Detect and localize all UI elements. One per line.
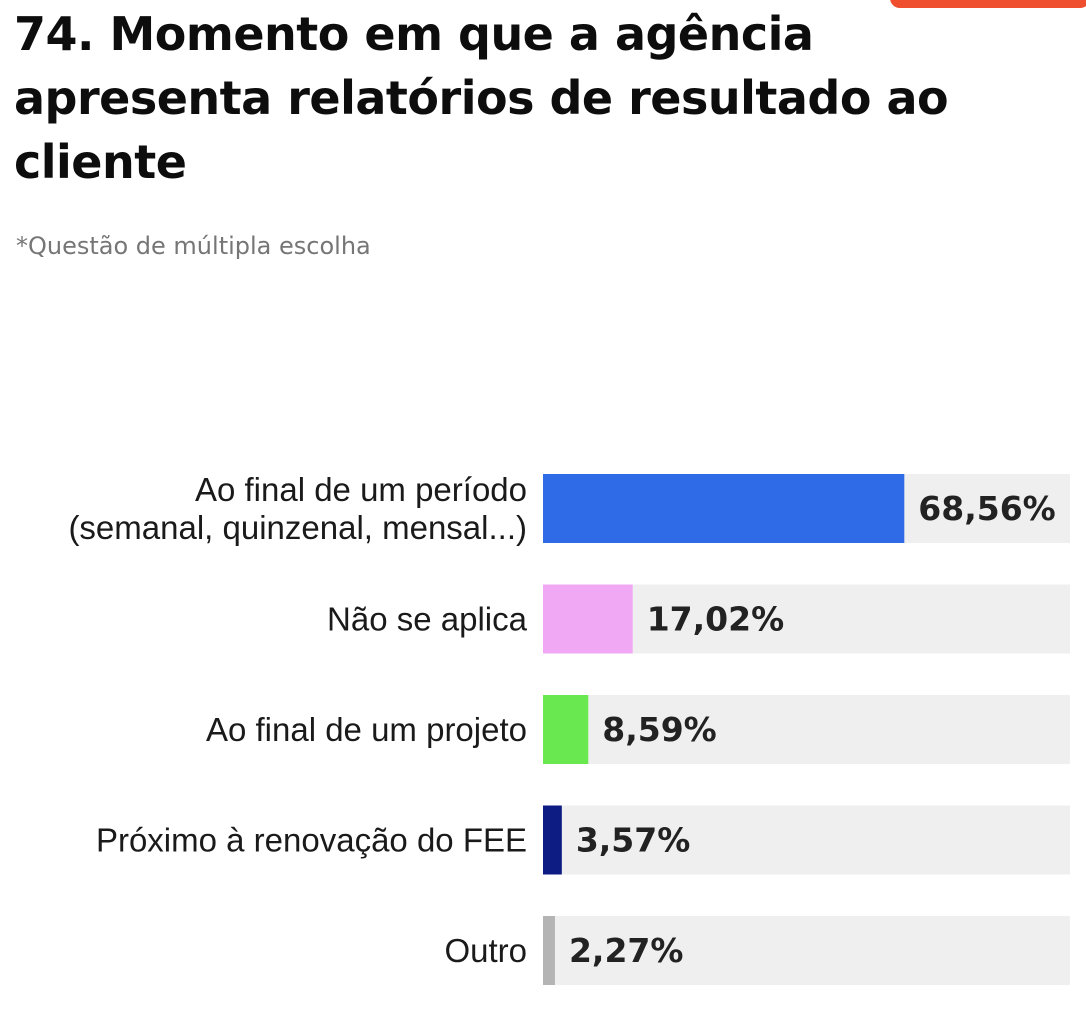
bar (543, 584, 633, 654)
value-label: 3,57% (576, 821, 691, 860)
value-label: 8,59% (602, 710, 717, 749)
category-label: Outro (444, 932, 527, 969)
corner-badge (890, 0, 1086, 8)
value-label: 68,56% (918, 489, 1055, 528)
chart-subtitle: *Questão de múltipla escolha (16, 232, 371, 260)
bar (543, 695, 589, 764)
bar (543, 805, 562, 875)
chart-title: 74. Momento em que a agência apresenta r… (14, 7, 949, 189)
category-label: Próximo à renovação do FEE (96, 822, 527, 859)
category-label: Não se aplica (327, 601, 528, 638)
category-label: (semanal, quinzenal, mensal...) (68, 509, 527, 546)
bar (543, 916, 555, 985)
bar-track (543, 695, 1070, 764)
value-label: 2,27% (569, 931, 684, 970)
value-label: 17,02% (647, 600, 784, 639)
bar-track (543, 916, 1070, 985)
category-label: Ao final de um projeto (206, 711, 527, 748)
bar-track (543, 805, 1070, 875)
category-label: Ao final de um período (195, 471, 527, 508)
bar (543, 474, 905, 543)
